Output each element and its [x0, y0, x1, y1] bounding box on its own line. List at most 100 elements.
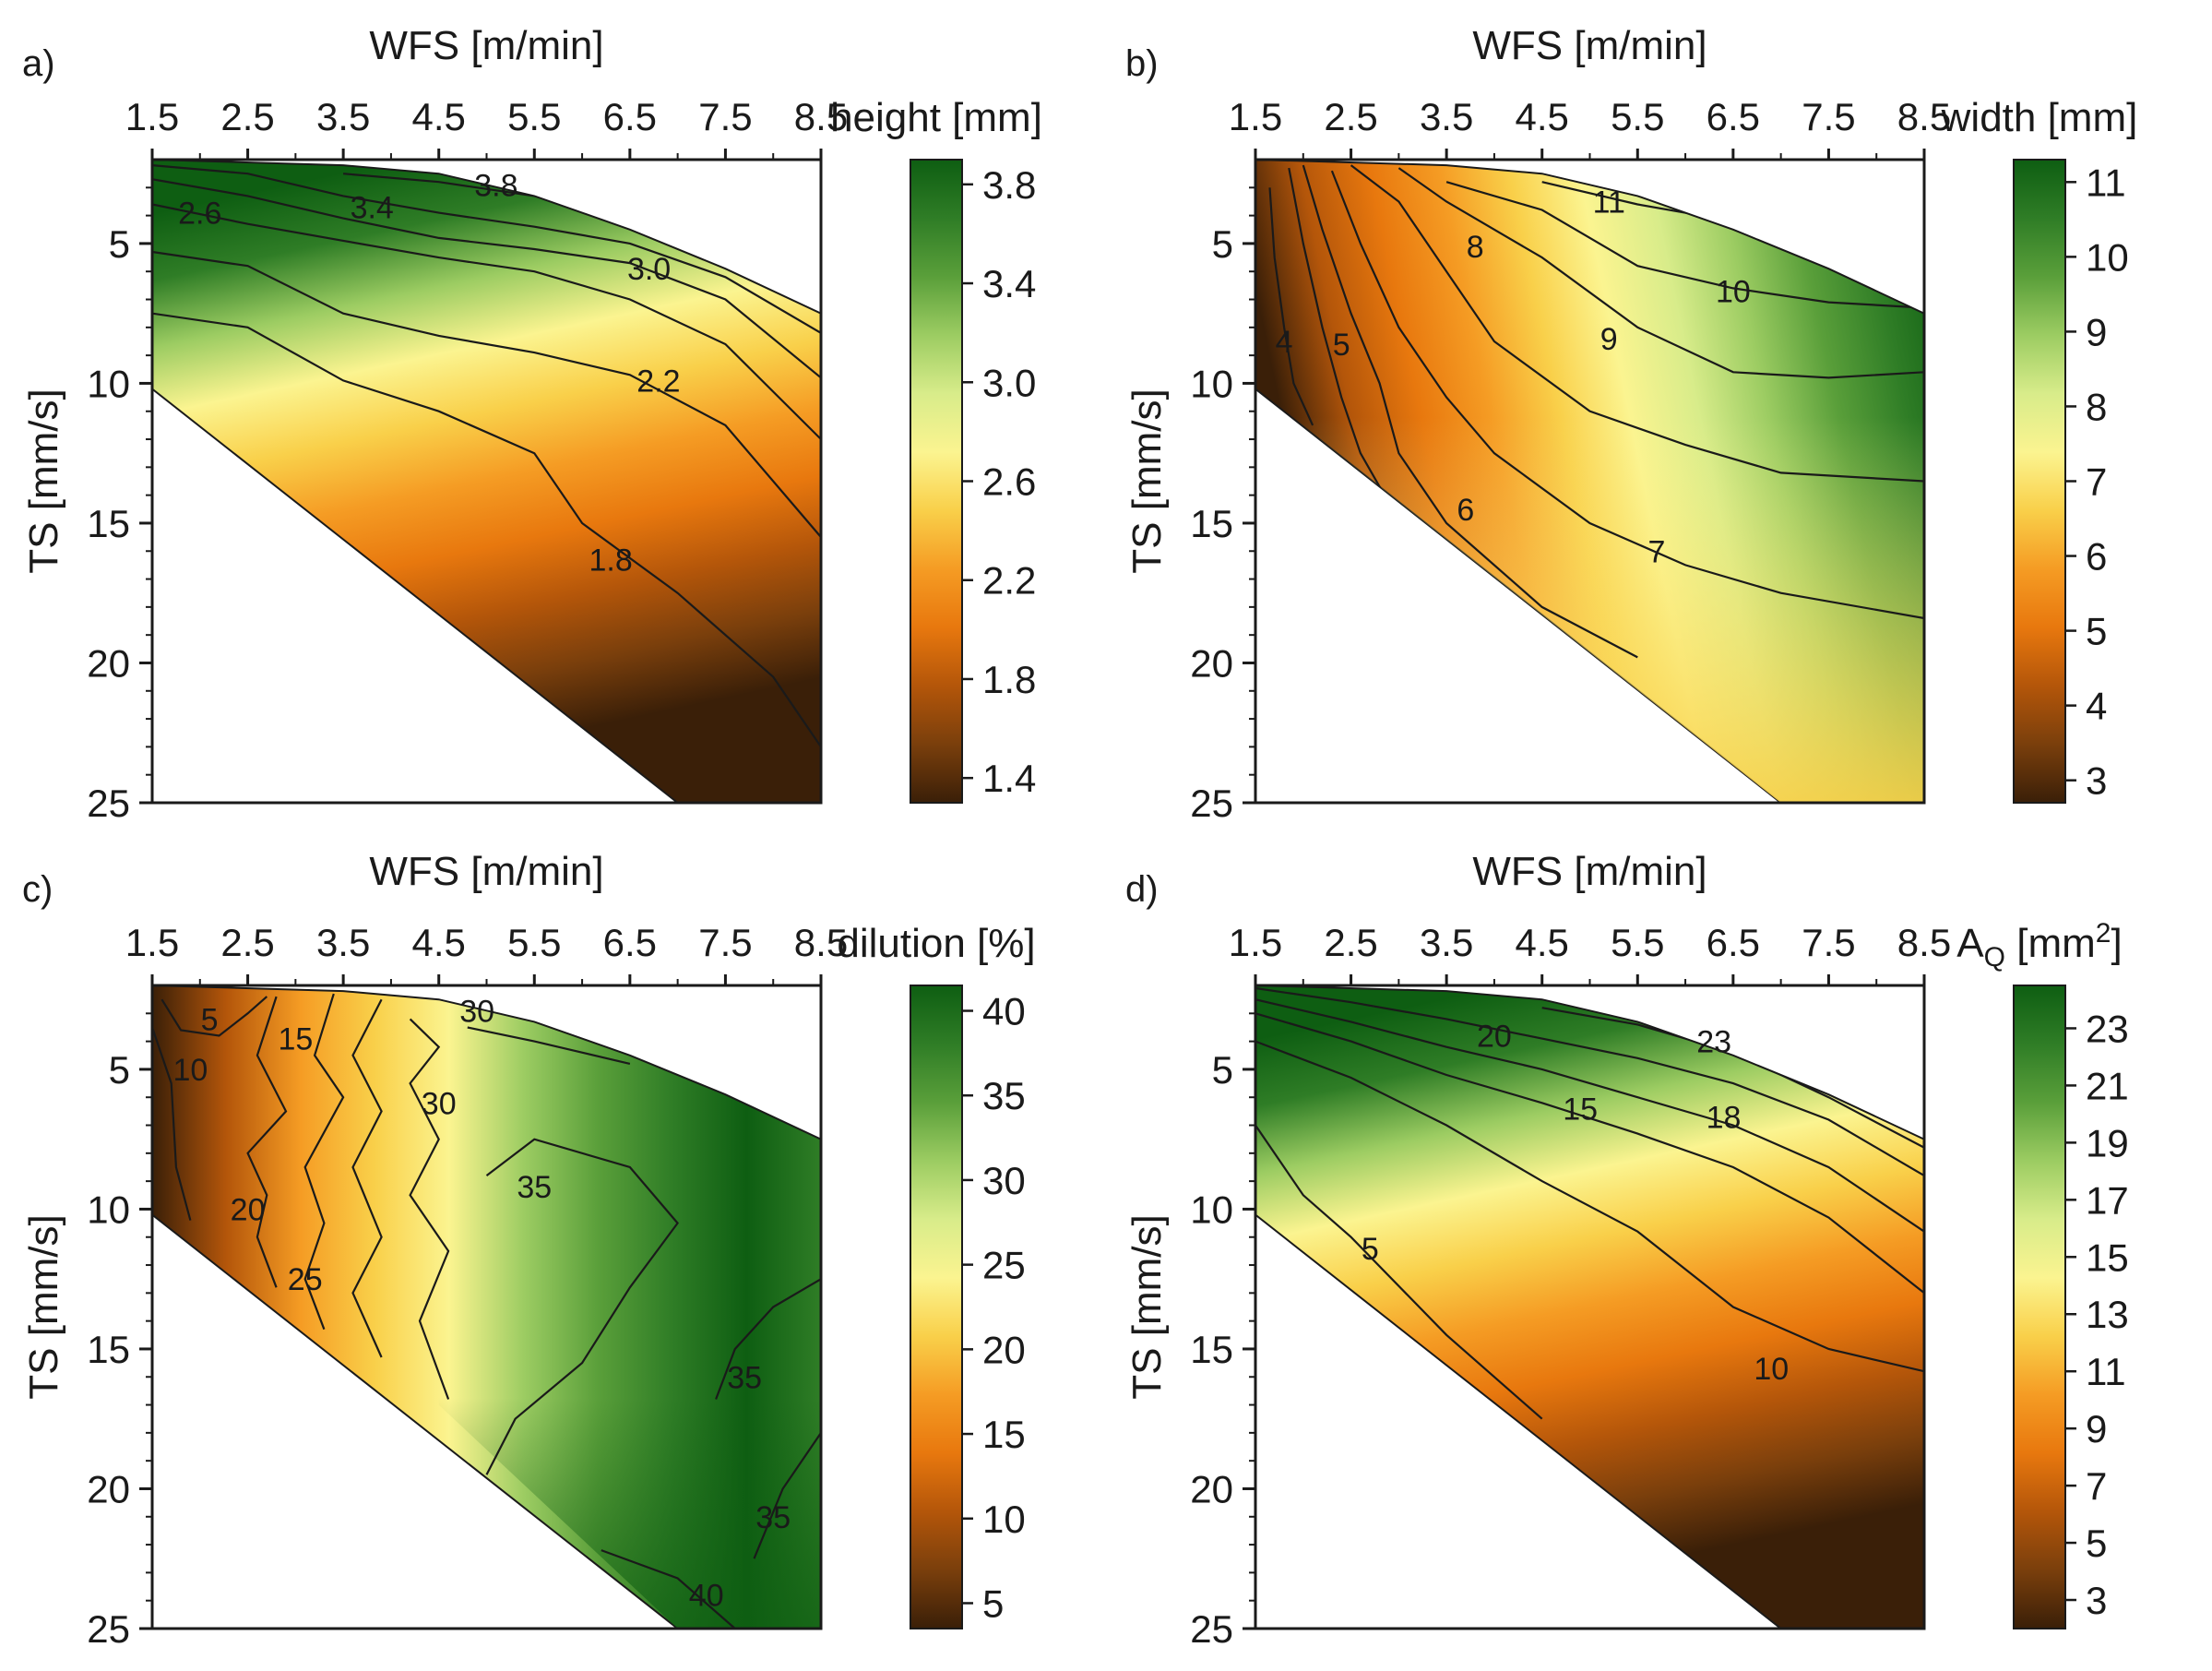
colorbar-tick-label: 19 [2086, 1121, 2129, 1164]
x-tick-label: 7.5 [698, 921, 752, 964]
contour-line [1255, 1040, 1924, 1373]
colorbar-tick-label: 4 [2086, 685, 2107, 728]
colorbar-tick-label: 5 [982, 1581, 1004, 1625]
y-tick-label: 15 [1190, 502, 1233, 545]
colorbar-tick-label: 15 [2086, 1235, 2129, 1279]
colorbar-tick-label: 23 [2086, 1007, 2129, 1050]
panel-letter: d) [1125, 869, 1159, 910]
y-tick-label: 25 [1190, 782, 1233, 825]
contour-label: 2.2 [636, 364, 680, 399]
x-tick-label: 4.5 [1516, 921, 1569, 964]
x-tick-label: 5.5 [507, 921, 561, 964]
y-tick-label: 10 [1190, 1188, 1233, 1231]
contour-lines [1268, 164, 1924, 659]
contour-line [1255, 998, 1924, 1233]
colorbar-tick-label: 7 [2086, 460, 2107, 504]
contour-label: 1.8 [589, 543, 633, 578]
panel-letter: b) [1125, 43, 1159, 84]
contour-line [152, 250, 821, 538]
y-tick-label: 25 [1190, 1607, 1233, 1651]
y-axis-title: TS [mm/s] [1124, 1214, 1170, 1399]
contour-label: 10 [173, 1053, 208, 1088]
y-tick-label: 20 [1190, 1467, 1233, 1510]
colorbar-tick-label: 10 [2086, 235, 2129, 279]
contour-label: 6 [1457, 493, 1474, 528]
data-region-shade [1255, 160, 1924, 803]
panel-4: 23 20 15 18 10 5 1.5 2.5 3.5 4.5 5.5 6.5 7.5 8.5 5 10 15… [1124, 849, 2129, 1651]
contour-label: 40 [689, 1579, 724, 1614]
colorbar-tick-label: 5 [2086, 610, 2107, 653]
contour-label: 35 [727, 1360, 762, 1395]
data-region-shade [438, 1209, 821, 1629]
colorbar-tick-label: 11 [2086, 161, 2126, 204]
colorbar-tick-label: 3.8 [982, 163, 1036, 207]
contour-label: 3.8 [474, 168, 517, 203]
colorbar-tick-label: 11 [2086, 1350, 2126, 1393]
x-tick-label: 2.5 [1324, 95, 1377, 138]
contour-lines [152, 993, 821, 1629]
colorbar [910, 985, 963, 1629]
contour-line [351, 998, 383, 1358]
x-tick-label: 1.5 [1229, 921, 1282, 964]
x-tick-label: 8.5 [794, 95, 848, 138]
y-tick-label: 10 [87, 1188, 130, 1231]
x-tick-label: 5.5 [1611, 921, 1664, 964]
contour-line [715, 1278, 821, 1400]
contour-line [409, 1018, 450, 1400]
contour-label: 35 [755, 1500, 791, 1535]
contour-line [1397, 167, 1924, 379]
x-axis-title: WFS [m/min] [1472, 23, 1707, 68]
colorbar-title: AQ [mm2] [1956, 918, 2122, 973]
x-tick-label: 1.5 [125, 921, 179, 964]
contour-line [1350, 164, 1924, 483]
contour-line [303, 993, 345, 1331]
colorbar-tick-label: 3 [2086, 1579, 2107, 1622]
x-tick-label: 8.5 [1897, 95, 1951, 138]
colorbar-tick-label: 8 [2086, 385, 2107, 428]
contour-line [152, 178, 821, 379]
contour-line [246, 996, 288, 1288]
contour-label: 3.4 [351, 191, 394, 226]
panel-1: 3.8 3.4 2.6 3.0 2.2 1.8 1.5 2.5 3.5 4.5 5.5 6.5 7.5 8… [21, 23, 1042, 825]
colorbar-tick-label: 7 [2086, 1464, 2107, 1508]
contour-label: 8 [1467, 230, 1484, 265]
x-tick-label: 2.5 [220, 95, 274, 138]
y-tick-label: 20 [1190, 641, 1233, 685]
x-axis-title: WFS [m/min] [369, 849, 603, 894]
x-axis-title: WFS [m/min] [369, 23, 603, 68]
panel-2: 11 8 10 9 4 5 6 7 1.5 2.5 3.5 4.5 5.5 6.5 7.5 8.5 5 10 15 2… [1124, 23, 2137, 825]
y-tick-label: 5 [109, 1048, 130, 1092]
colorbar-tick-label: 3.0 [982, 361, 1036, 404]
contour-line [1445, 181, 1924, 309]
x-axis-title: WFS [m/min] [1472, 849, 1707, 894]
y-tick-label: 20 [87, 641, 130, 685]
colorbar-tick-label: 20 [982, 1328, 1026, 1371]
contour-label: 20 [231, 1192, 266, 1227]
contour-line [467, 1026, 631, 1065]
colorbar-tick-label: 40 [982, 990, 1026, 1033]
x-tick-label: 8.5 [1897, 921, 1951, 964]
contour-label: 20 [1477, 1020, 1512, 1055]
x-tick-label: 7.5 [1802, 95, 1855, 138]
contour-line [152, 203, 821, 440]
panel-3: 30 5 15 10 30 35 20 25 35 35 40 1.5 2.5 3.5 4.5 5.5 6.5 7… [21, 849, 1036, 1651]
contour-label: 23 [1696, 1025, 1731, 1060]
contour-label: 5 [201, 1002, 219, 1037]
colorbar-tick-label: 3.4 [982, 262, 1036, 305]
x-tick-label: 6.5 [1707, 921, 1760, 964]
contour-label: 3.0 [627, 252, 671, 287]
x-tick-label: 5.5 [507, 95, 561, 138]
colorbar-tick-label: 1.4 [982, 757, 1036, 800]
y-tick-label: 25 [87, 782, 130, 825]
contour-label: 11 [1593, 185, 1625, 220]
colorbar-tick-label: 35 [982, 1074, 1026, 1117]
colorbar-tick-label: 30 [982, 1159, 1026, 1202]
contour-line [1255, 1124, 1543, 1420]
y-tick-label: 25 [87, 1607, 130, 1651]
colorbar-tick-label: 3 [2086, 759, 2107, 803]
y-tick-label: 5 [1212, 1048, 1233, 1092]
x-tick-label: 2.5 [220, 921, 274, 964]
contour-label: 15 [1563, 1092, 1598, 1127]
colorbar-title: dilution [%] [837, 921, 1035, 966]
